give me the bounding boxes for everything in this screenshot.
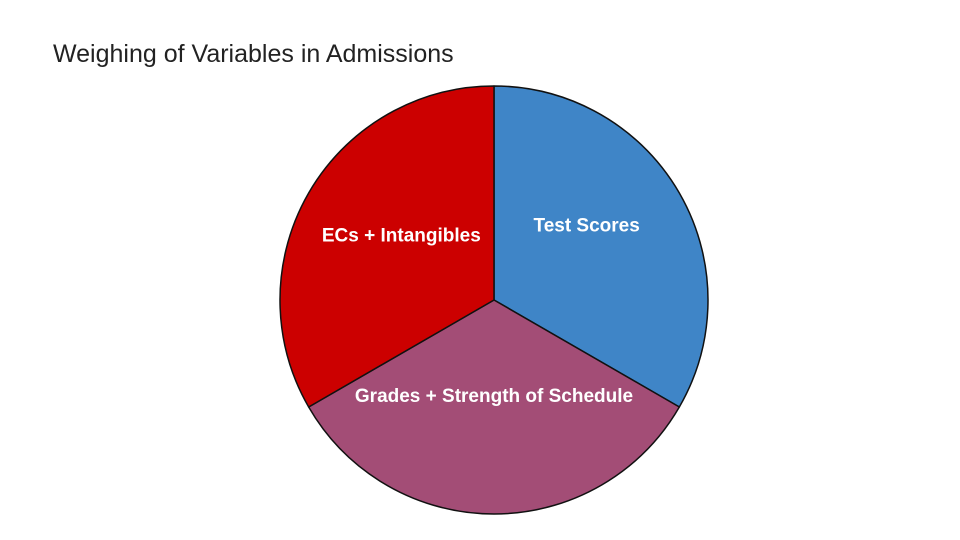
slice-label: ECs + Intangibles xyxy=(322,226,481,247)
chart-title: Weighing of Variables in Admissions xyxy=(53,40,454,68)
slice-label: Grades + Strength of Schedule xyxy=(355,386,633,407)
pie-slice-ecs-intangibles xyxy=(279,85,495,408)
pie-slices xyxy=(279,85,709,515)
pie-slice-test-scores xyxy=(493,85,709,408)
pie-labels: Test Scores Grades + Strength of Schedule… xyxy=(322,216,640,408)
pie-slice-grades-strength-of-schedule xyxy=(307,299,681,515)
slice-label: Test Scores xyxy=(534,216,640,237)
